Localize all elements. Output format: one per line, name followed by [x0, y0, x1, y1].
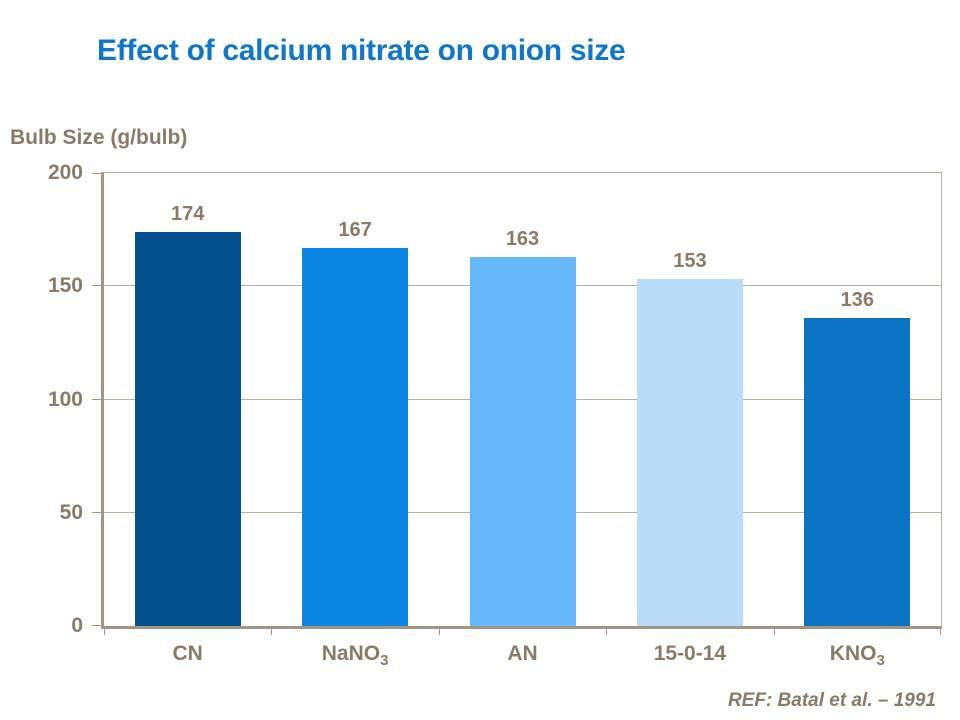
x-category-label-nano: NaNO3 — [321, 642, 389, 670]
y-tick-label-150: 150 — [47, 274, 83, 298]
x-tick-mark-3 — [606, 628, 608, 635]
y-tick-label-200: 200 — [47, 161, 83, 184]
y-axis-title: Bulb Size (g/bulb) — [10, 126, 188, 149]
y-tick-mark-150 — [92, 285, 104, 287]
plot-area: 174 167 163 153 136 — [92, 172, 942, 635]
value-label-an: 163 — [505, 227, 540, 250]
x-tick-mark-4 — [773, 628, 775, 635]
bar-kno — [804, 317, 911, 626]
y-tick-label-50: 50 — [59, 500, 83, 524]
value-label-nano: 167 — [338, 218, 372, 241]
x-tick-mark-1 — [271, 628, 273, 635]
chart-title: Effect of calcium nitrate on onion size — [97, 34, 626, 67]
y-tick-label-100: 100 — [47, 387, 83, 411]
value-label-15-0-14: 153 — [673, 250, 707, 273]
y-tick-mark-100 — [92, 398, 104, 400]
bar-15-0-14 — [636, 279, 743, 626]
y-tick-mark-50 — [92, 511, 104, 513]
subscript: 3 — [380, 652, 389, 670]
value-label-cn: 174 — [171, 202, 205, 225]
y-tick-mark-0 — [92, 625, 104, 626]
bar-an — [469, 256, 576, 626]
x-category-label-an: AN — [507, 642, 538, 665]
x-category-label-15-0-14: 15-0-14 — [653, 642, 727, 665]
x-category-label-kno: KNO3 — [829, 642, 885, 670]
x-tick-mark-0 — [104, 628, 105, 635]
y-tick-label-0: 0 — [71, 614, 83, 637]
x-tick-mark-5 — [940, 628, 941, 635]
x-category-label-cn: CN — [172, 642, 203, 665]
bar-nano — [302, 247, 409, 626]
y-tick-mark-200 — [92, 173, 104, 174]
value-label-kno: 136 — [840, 288, 874, 311]
reference-note: REF: Batal et al. – 1991 — [727, 690, 936, 711]
bar-cn — [134, 231, 241, 626]
x-tick-mark-2 — [438, 628, 440, 635]
subscript: 3 — [876, 652, 885, 670]
